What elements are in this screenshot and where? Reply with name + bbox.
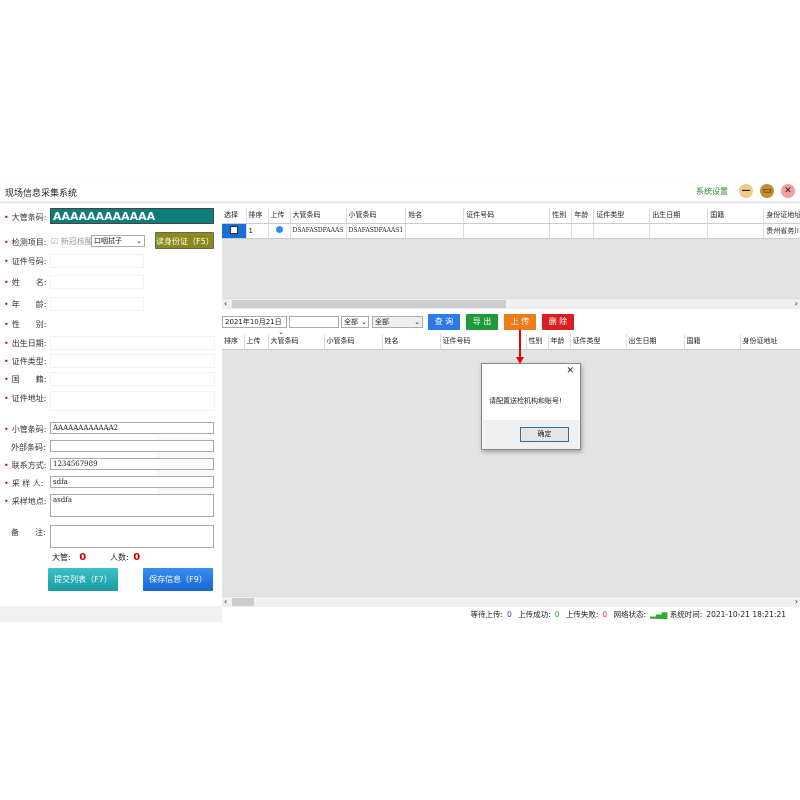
submit-list-button[interactable]: 提交列表（F7） (48, 568, 118, 591)
column-header[interactable]: 上传 (268, 208, 291, 224)
cell-small-code: DSAFASDFAAAS1 (346, 223, 407, 239)
dialog-footer: 确定 (483, 420, 580, 449)
column-header[interactable]: 选择 (222, 208, 247, 224)
select-checkbox[interactable] (229, 225, 238, 234)
column-header[interactable]: 国籍 (707, 208, 765, 224)
birth-field[interactable] (50, 336, 215, 350)
big-count: 大管: 0 (52, 552, 87, 563)
age-label: • 年 龄: (4, 300, 47, 309)
column-header[interactable]: 排序 (222, 334, 245, 350)
address-field[interactable] (50, 391, 215, 411)
close-button[interactable]: ✕ (781, 184, 795, 198)
column-header[interactable]: 排序 (246, 208, 269, 224)
id-type-field[interactable] (50, 354, 215, 368)
address-label: • 证件地址: (4, 394, 47, 403)
column-header[interactable]: 证件类型 (570, 334, 627, 350)
column-header[interactable]: 证件号码 (463, 208, 551, 224)
dialog-close-button[interactable]: ✕ (566, 366, 574, 376)
column-header[interactable]: 证件类型 (593, 208, 651, 224)
annotation-arrow (519, 330, 521, 358)
network-signal-icon: ▂▄▆ (650, 610, 668, 619)
column-header[interactable]: 国籍 (684, 334, 741, 350)
contact-field[interactable]: 1234567989 (50, 458, 214, 470)
column-header[interactable]: 姓名 (382, 334, 441, 350)
bottom-horizontal-scrollbar[interactable]: ‹ › (222, 596, 800, 607)
delete-button[interactable]: 删 除 (542, 314, 574, 330)
dialog-message: 请配置送检机构和账号! (489, 397, 562, 405)
column-header[interactable]: 大管条码 (290, 208, 347, 224)
column-header[interactable]: 出生日期 (649, 208, 709, 224)
note-field[interactable] (50, 525, 214, 548)
alert-dialog: ✕ 请配置送检机构和账号! 确定 (481, 363, 581, 450)
name-label: • 姓 名: (4, 278, 47, 287)
column-header[interactable]: 性别 (549, 208, 573, 224)
cell-address: 贵州省务川 (763, 223, 800, 239)
top-horizontal-scrollbar[interactable]: ‹ › (222, 298, 800, 309)
ext-code-field[interactable] (50, 440, 214, 452)
column-header[interactable]: 证件号码 (440, 334, 527, 350)
birth-label: • 出生日期: (4, 339, 47, 348)
column-header[interactable]: 姓名 (405, 208, 465, 224)
column-header[interactable]: 年龄 (548, 334, 571, 350)
contact-label: • 联系方式: (4, 461, 47, 470)
id-no-label: • 证件号码: (4, 257, 47, 266)
sampler-label: • 采 样 人: (4, 479, 44, 488)
small-code-field[interactable]: AAAAAAAAAAAA2 (50, 422, 214, 434)
annotation-arrowhead (516, 357, 524, 364)
settings-link[interactable]: 系统设置 (696, 187, 728, 196)
title-bar: 现场信息采集系统 系统设置 — ▭ ✕ (0, 180, 800, 202)
people-count: 人数: 0 (110, 552, 141, 563)
column-header[interactable]: 大管条码 (268, 334, 325, 350)
column-header[interactable]: 身份证地址 (740, 334, 800, 350)
cell-order: 1 (246, 223, 269, 239)
age-field[interactable] (50, 297, 144, 311)
window-title: 现场信息采集系统 (5, 189, 78, 199)
top-grid: 选择 排序 上传 大管条码 小管条码 姓名 证件号码 性别 年龄 证件类型 出生日期 国籍 身份证地址 … (222, 208, 800, 298)
left-footer (0, 606, 222, 622)
cell-big-code: DSAFASDFAAAS (290, 223, 347, 239)
location-label: • 采样地点: (4, 497, 47, 506)
minimize-button[interactable]: — (739, 184, 753, 198)
upload-status-icon (275, 226, 283, 233)
column-header[interactable]: 出生日期 (626, 334, 685, 350)
sampler-field[interactable]: sdfa (50, 476, 214, 488)
location-field[interactable]: asdfa (50, 494, 214, 517)
column-header[interactable]: 小管条码 (324, 334, 383, 350)
status-bar: 等待上传: 0 上传成功: 0 上传失败: 0 网络状态: ▂▄▆ 系统时间: 2021-… (470, 610, 786, 619)
filter-select-1[interactable]: 全部 ⌄ (341, 316, 369, 328)
bottom-table: 排序 上传 大管条码 小管条码 姓名 证件号码 性别 年龄 证件类型 出生日期 国籍 身份证地址 (222, 334, 800, 350)
column-header[interactable]: 身份证地址 (763, 208, 800, 224)
nation-field[interactable] (50, 372, 215, 386)
nation-label: • 国 籍: (4, 375, 47, 384)
column-header[interactable]: 年龄 (571, 208, 595, 224)
note-label: 备 注: (11, 528, 46, 537)
search-input[interactable] (289, 316, 339, 328)
sex-label: • 性 别: (4, 320, 47, 329)
save-info-button[interactable]: 保存信息（F9） (143, 568, 213, 591)
big-code-label: • 大管条码: (4, 213, 47, 222)
big-code-field[interactable]: AAAAAAAAAAAA (50, 208, 214, 224)
export-button[interactable]: 导 出 (466, 314, 498, 330)
maximize-button[interactable]: ▭ (760, 184, 774, 198)
column-header[interactable]: 小管条码 (346, 208, 407, 224)
date-picker[interactable]: 2021年10月21日 ⌄ (222, 316, 287, 336)
test-item-label: • 检测项目: (4, 238, 47, 247)
upload-button[interactable]: 上 传 (504, 314, 536, 330)
dialog-ok-button[interactable]: 确定 (520, 427, 569, 442)
small-code-label: • 小管条码: (4, 425, 47, 434)
name-field[interactable] (50, 275, 144, 289)
app-window: 现场信息采集系统 系统设置 — ▭ ✕ • 大管条码: AAAAAAAAAAAA … (0, 180, 800, 622)
id-type-label: • 证件类型: (4, 357, 47, 366)
read-id-button[interactable]: 读身份证（F5） (155, 232, 214, 249)
column-header[interactable]: 上传 (244, 334, 269, 350)
ext-code-label: 外部条码: (11, 443, 46, 452)
id-no-field[interactable] (50, 254, 144, 268)
table-row[interactable]: 1 DSAFASDFAAAS DSAFASDFAAAS1 贵州省务川 (222, 223, 800, 239)
filter-select-2[interactable]: 全部 ⌄ (372, 316, 423, 328)
sample-type-select[interactable]: 口咽拭子 ⌄ (91, 235, 145, 247)
query-button[interactable]: 查 询 (428, 314, 460, 330)
column-header[interactable]: 性别 (526, 334, 549, 350)
top-table: 选择 排序 上传 大管条码 小管条码 姓名 证件号码 性别 年龄 证件类型 出生日期 国籍 身份证地址 … (222, 208, 800, 239)
covid-checkbox[interactable]: ☑ 新冠核酸 (51, 237, 93, 246)
